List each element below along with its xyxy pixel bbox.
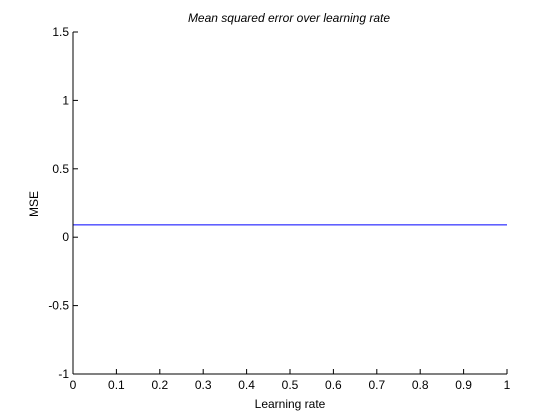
x-tick-label: 0.7 bbox=[368, 378, 385, 392]
x-tick-label: 0.1 bbox=[108, 378, 125, 392]
x-tick-label: 0 bbox=[70, 378, 77, 392]
y-tick-label: 0 bbox=[62, 230, 69, 244]
plot-area bbox=[73, 32, 507, 374]
chart-title: Mean squared error over learning rate bbox=[188, 11, 390, 25]
x-tick-label: 0.6 bbox=[325, 378, 342, 392]
x-tick-label: 0.9 bbox=[455, 378, 472, 392]
x-ticks: 0 0.1 0.2 0.3 0.4 0.5 0.6 0.7 0.8 0.9 1 bbox=[70, 369, 511, 392]
y-ticks: -1 -0.5 0 0.5 1 1.5 bbox=[48, 25, 78, 381]
y-tick-label: 0.5 bbox=[52, 162, 69, 176]
x-tick-label: 1 bbox=[504, 378, 511, 392]
x-tick-label: 0.5 bbox=[282, 378, 299, 392]
x-tick-label: 0.4 bbox=[238, 378, 255, 392]
y-axis-label: MSE bbox=[27, 191, 41, 217]
x-tick-label: 0.8 bbox=[412, 378, 429, 392]
x-tick-label: 0.3 bbox=[195, 378, 212, 392]
y-tick-label: 1.5 bbox=[52, 25, 69, 39]
y-tick-label: -1 bbox=[58, 367, 69, 381]
y-tick-label: -0.5 bbox=[48, 299, 69, 313]
y-tick-label: 1 bbox=[62, 93, 69, 107]
x-tick-label: 0.2 bbox=[151, 378, 168, 392]
x-axis-label: Learning rate bbox=[255, 397, 326, 411]
